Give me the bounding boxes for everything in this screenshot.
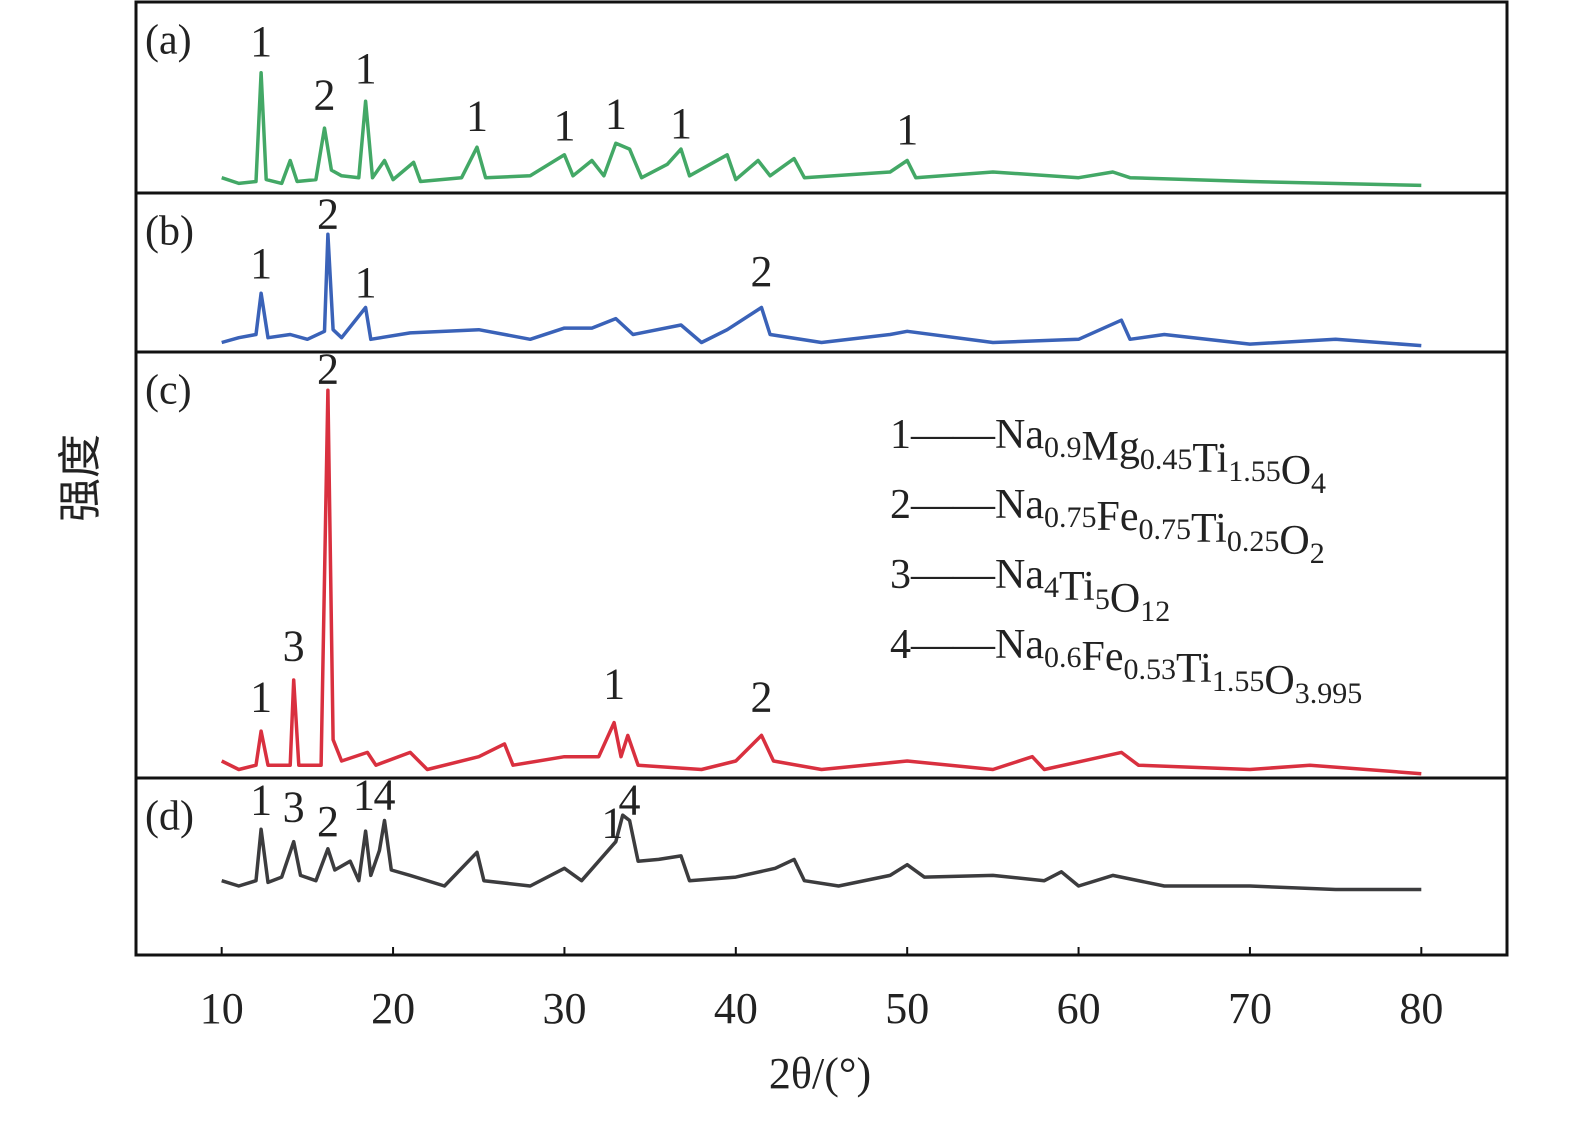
legend-entry: 4——Na0.6Fe0.53Ti1.55O3.995 bbox=[890, 622, 1362, 710]
legend-subscript: 0.6 bbox=[1044, 641, 1082, 674]
legend-symbol: Na bbox=[995, 552, 1044, 598]
legend-symbol: Na bbox=[995, 412, 1044, 458]
legend-entry: 2——Na0.75Fe0.75Ti0.25O2 bbox=[890, 482, 1325, 570]
legend-key: 4—— bbox=[890, 622, 996, 668]
legend-subscript: 5 bbox=[1095, 583, 1110, 616]
legend-subscript: 0.53 bbox=[1123, 653, 1176, 686]
peak-label: 3 bbox=[283, 783, 305, 832]
legend-symbol: Ti bbox=[1059, 564, 1095, 610]
peak-label: 4 bbox=[373, 770, 395, 819]
x-axis-label: 2θ/(°) bbox=[769, 1049, 871, 1098]
peak-label: 1 bbox=[250, 776, 272, 825]
legend-symbol: O bbox=[1110, 576, 1140, 622]
x-tick-label: 30 bbox=[542, 984, 586, 1033]
xrd-line bbox=[221, 813, 1422, 892]
peak-label: 1 bbox=[355, 44, 377, 93]
panel-label: (c) bbox=[145, 368, 192, 414]
peak-label: 1 bbox=[250, 239, 272, 288]
peak-label: 1 bbox=[601, 799, 623, 848]
legend-symbol: O bbox=[1281, 448, 1311, 494]
legend-symbol: Ti bbox=[1191, 506, 1227, 552]
legend-entry: 3——Na4Ti5O12 bbox=[890, 552, 1170, 628]
peak-label: 3 bbox=[283, 621, 305, 670]
legend-subscript: 2 bbox=[1310, 537, 1325, 570]
legend-subscript: 1.55 bbox=[1212, 665, 1265, 698]
peak-label: 1 bbox=[605, 90, 627, 139]
xrd-line bbox=[221, 232, 1422, 348]
x-tick-label: 50 bbox=[885, 984, 929, 1033]
peak-label: 2 bbox=[317, 797, 339, 846]
legend-key: 1—— bbox=[890, 412, 996, 458]
xrd-line bbox=[220, 388, 1422, 776]
peak-label: 1 bbox=[355, 258, 377, 307]
legend-subscript: 0.75 bbox=[1138, 513, 1191, 546]
peak-label: 1 bbox=[553, 101, 575, 150]
legend-symbol: O bbox=[1264, 658, 1294, 704]
legend-key: 3—— bbox=[890, 552, 996, 598]
legend-subscript: 3.995 bbox=[1295, 677, 1363, 710]
plot-frame bbox=[134, 0, 1509, 957]
legend-subscript: 4 bbox=[1311, 467, 1326, 500]
peak-label: 2 bbox=[317, 344, 339, 393]
peak-label: 1 bbox=[466, 92, 488, 141]
legend-symbol: O bbox=[1279, 518, 1309, 564]
peak-label: 1 bbox=[670, 99, 692, 148]
legend-subscript: 0.75 bbox=[1044, 501, 1097, 534]
legend-subscript: 4 bbox=[1044, 571, 1059, 604]
x-tick-label: 70 bbox=[1228, 984, 1272, 1033]
legend-symbol: Mg bbox=[1081, 424, 1139, 470]
x-tick-label: 80 bbox=[1399, 984, 1443, 1033]
peak-label: 2 bbox=[317, 190, 339, 239]
panel-label: (a) bbox=[145, 18, 192, 64]
x-tick-label: 40 bbox=[714, 984, 758, 1033]
legend-subscript: 12 bbox=[1140, 595, 1170, 628]
peak-label: 1 bbox=[250, 17, 272, 66]
legend-symbol: Na bbox=[995, 622, 1044, 668]
legend-symbol: Fe bbox=[1096, 494, 1138, 540]
x-tick-label: 10 bbox=[200, 984, 244, 1033]
legend-entry: 1——Na0.9Mg0.45Ti1.55O4 bbox=[890, 412, 1326, 500]
legend-subscript: 0.45 bbox=[1140, 443, 1193, 476]
peak-label: 2 bbox=[314, 71, 336, 120]
legend-symbol: Fe bbox=[1081, 634, 1123, 680]
legend-subscript: 0.25 bbox=[1227, 525, 1280, 558]
legend-subscript: 0.9 bbox=[1044, 431, 1082, 464]
peak-label: 4 bbox=[619, 776, 641, 825]
legend-symbol: Na bbox=[995, 482, 1044, 528]
peak-label: 2 bbox=[751, 247, 773, 296]
peak-label: 1 bbox=[603, 660, 625, 709]
xrd-line bbox=[221, 70, 1422, 188]
legend-key: 2—— bbox=[890, 482, 996, 528]
peak-label: 2 bbox=[751, 672, 773, 721]
legend-symbol: Ti bbox=[1192, 436, 1228, 482]
peak-label: 1 bbox=[250, 672, 272, 721]
x-tick-label: 60 bbox=[1057, 984, 1101, 1033]
peak-label: 1 bbox=[896, 105, 918, 154]
peak-label: 1 bbox=[353, 770, 375, 819]
y-axis-label: 强度 bbox=[56, 434, 105, 522]
x-tick-label: 20 bbox=[371, 984, 415, 1033]
panel-label: (b) bbox=[145, 209, 194, 255]
legend-symbol: Ti bbox=[1176, 646, 1212, 692]
panel-label: (d) bbox=[145, 794, 194, 840]
legend-subscript: 1.55 bbox=[1228, 455, 1281, 488]
